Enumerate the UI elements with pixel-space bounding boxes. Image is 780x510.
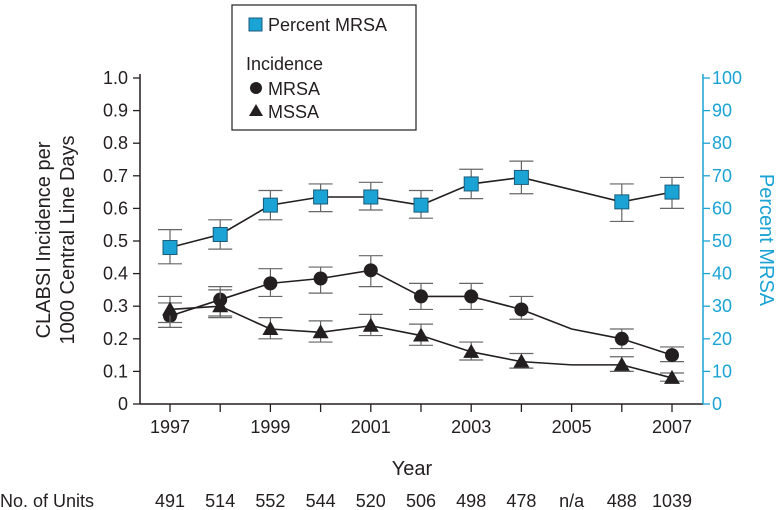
right-tick-label: 80 [712,133,732,153]
legend-square-icon [248,17,263,32]
circle-marker [665,348,679,363]
triangle-marker [162,301,178,316]
right-tick-label: 100 [712,68,742,88]
left-tick-label: 0.3 [103,296,128,316]
square-marker [212,226,228,242]
square-marker [413,197,429,213]
units-value: 1039 [652,491,692,510]
right-tick-label: 10 [712,361,732,381]
x-tick-label: 2007 [652,417,692,437]
square-marker [463,176,479,192]
triangle-marker [262,321,279,336]
right-tick-label: 40 [712,264,732,284]
circle-marker [414,289,428,304]
units-value: 478 [506,491,536,510]
x-tick-label: 2003 [451,417,491,437]
x-tick-label: 1999 [250,417,290,437]
legend-incidence-heading: Incidence [246,54,323,74]
x-tick-label: 2005 [552,417,592,437]
circle-marker [464,289,479,304]
square-marker [513,169,529,185]
x-axis-title: Year [392,458,433,480]
legend-box [231,4,417,131]
circle-marker [614,331,629,346]
left-axis-title-line2: 1000 Central Line Days [57,135,79,344]
circle-marker [514,302,529,317]
right-tick-label: 50 [712,231,732,251]
left-tick-label: 0.1 [103,361,128,381]
left-tick-label: 0.7 [103,166,128,186]
right-tick-label: 70 [712,166,732,186]
units-value: 544 [306,491,336,510]
square-marker [313,189,329,205]
right-tick-label: 0 [712,394,722,414]
triangle-marker [513,353,530,368]
triangle-marker [463,343,480,358]
right-tick-label: 90 [712,101,732,121]
triangle-marker [362,317,379,332]
right-tick-label: 30 [712,296,732,316]
x-tick-label: 2001 [351,417,391,437]
series-line-percent-mrsa [169,176,673,249]
left-tick-label: 0.6 [103,198,128,218]
square-marker [162,240,178,256]
left-tick-label: 0.8 [103,133,128,153]
units-value: n/a [559,491,585,510]
triangle-marker [613,356,630,371]
legend-mrsa-label: MRSA [268,79,320,99]
units-value: 488 [607,491,637,510]
left-tick-label: 0.5 [103,231,128,251]
units-value: 491 [155,491,185,510]
left-tick-label: 0.2 [103,329,128,349]
units-value: 506 [406,491,436,510]
triangle-marker [212,298,229,313]
triangle-marker [413,327,429,342]
right-axis-title: Percent MRSA [755,174,777,307]
units-row-label: No. of Units [0,491,94,510]
circle-marker [363,263,378,278]
right-tick-label: 60 [712,198,732,218]
legend-percent-label: Percent MRSA [268,15,387,35]
triangle-marker [664,369,680,384]
x-tick-label: 1997 [150,417,190,437]
units-value: 520 [356,491,386,510]
circle-marker [263,276,278,291]
legend-circle-icon [250,82,262,94]
left-tick-label: 0.9 [103,101,128,121]
units-value: 498 [456,491,486,510]
legend-triangle-icon [249,104,263,116]
square-marker [262,197,278,213]
left-tick-label: 1.0 [103,68,128,88]
square-marker [614,194,630,210]
right-tick-label: 20 [712,329,732,349]
triangle-marker [312,324,329,339]
legend-mssa-label: MSSA [268,102,319,122]
left-axis-title-line1: CLABSI Incidence per [33,141,55,338]
circle-marker [313,271,328,286]
square-marker [363,189,379,205]
units-value: 514 [205,491,235,510]
units-value: 552 [255,491,285,510]
square-marker [664,184,680,200]
left-tick-label: 0 [118,394,128,414]
left-tick-label: 0.4 [103,264,128,284]
